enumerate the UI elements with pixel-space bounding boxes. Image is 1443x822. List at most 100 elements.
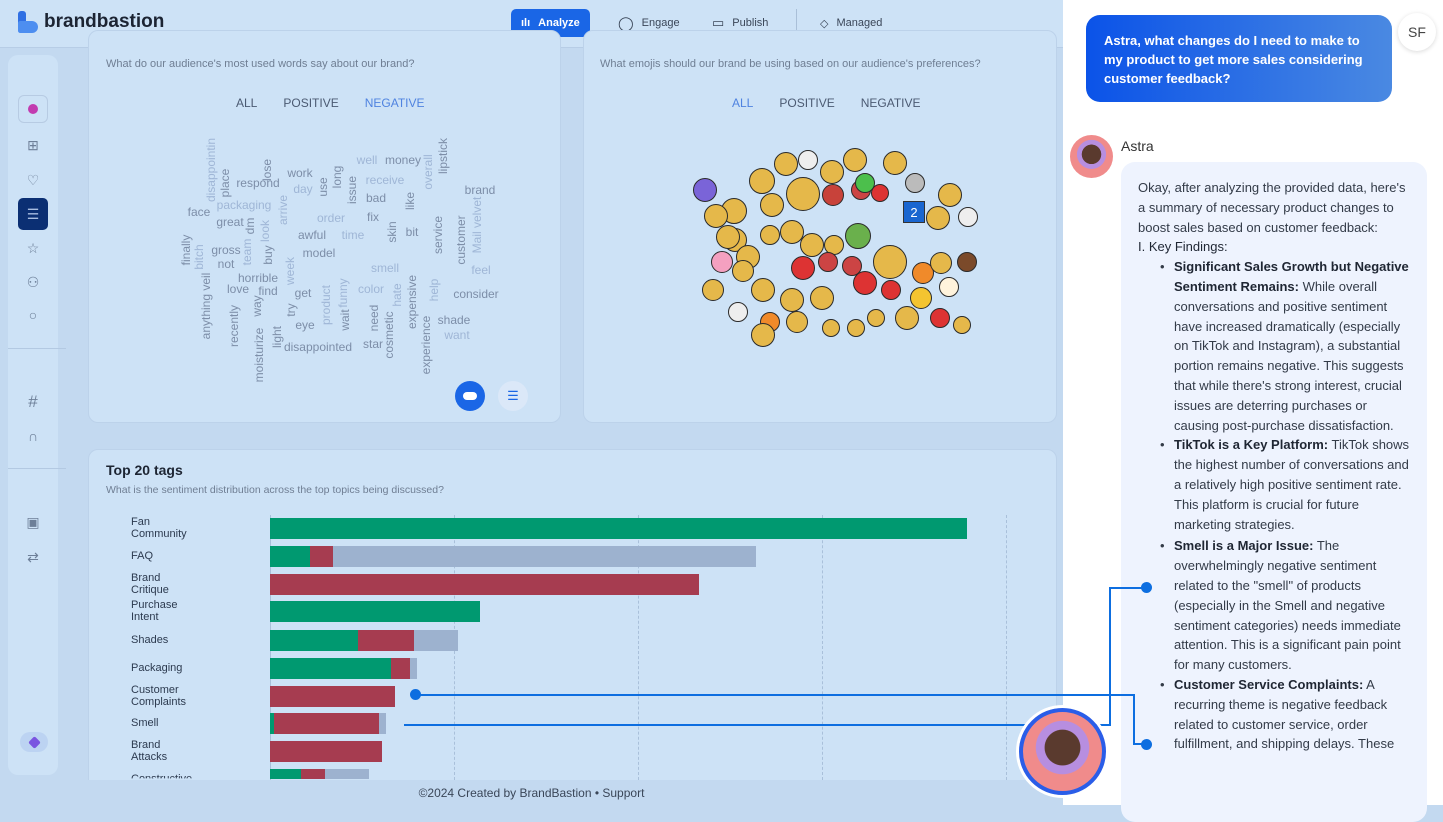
brand-logo[interactable]: brandbastion bbox=[18, 11, 164, 33]
bar-segment-neutral[interactable] bbox=[413, 630, 458, 651]
word-cloud-word[interactable]: need bbox=[367, 304, 381, 332]
emoji-icon[interactable] bbox=[791, 256, 815, 280]
word-cloud-word[interactable]: find bbox=[258, 284, 278, 298]
word-cloud-word[interactable]: try bbox=[284, 303, 298, 317]
emoji-icon[interactable] bbox=[853, 271, 877, 295]
word-cloud-word[interactable]: bitch bbox=[192, 244, 206, 270]
word-cloud-word[interactable]: work bbox=[287, 166, 313, 180]
word-cloud-word[interactable]: issue bbox=[345, 175, 359, 205]
bar-segment-positive[interactable] bbox=[270, 601, 480, 622]
grid-icon[interactable]: ⊞ bbox=[27, 136, 39, 153]
emoji-icon[interactable] bbox=[711, 251, 733, 273]
word-cloud-word[interactable]: receive bbox=[365, 173, 405, 187]
word-cloud-word[interactable]: skin bbox=[385, 221, 399, 243]
word-cloud-word[interactable]: team bbox=[240, 238, 254, 266]
bar-segment-positive[interactable] bbox=[270, 546, 311, 567]
word-cloud-word[interactable]: respond bbox=[236, 176, 280, 190]
word-cloud-word[interactable]: way bbox=[250, 295, 264, 317]
word-cloud-word[interactable]: hate bbox=[390, 283, 404, 307]
bar-segment-neutral[interactable] bbox=[325, 769, 370, 779]
word-cloud-word[interactable]: help bbox=[427, 278, 441, 302]
word-cloud-word[interactable]: want bbox=[444, 328, 470, 342]
emoji-icon[interactable] bbox=[905, 173, 925, 193]
bar-segment-negative[interactable] bbox=[270, 686, 396, 707]
tab-positive[interactable]: POSITIVE bbox=[283, 96, 339, 110]
word-cloud-word[interactable]: order bbox=[316, 211, 346, 225]
word-cloud-word[interactable]: star bbox=[362, 337, 384, 351]
bar-segment-negative[interactable] bbox=[301, 769, 326, 779]
repeat-icon[interactable]: ⇄ bbox=[27, 548, 39, 565]
word-cloud-word[interactable]: service bbox=[431, 215, 445, 255]
emoji-icon[interactable] bbox=[820, 160, 844, 184]
tab-positive[interactable]: POSITIVE bbox=[779, 96, 835, 110]
word-cloud-word[interactable]: anything veil bbox=[199, 272, 213, 340]
word-cloud-word[interactable]: not bbox=[217, 257, 235, 271]
bar-segment-negative[interactable] bbox=[310, 546, 333, 567]
word-cloud-word[interactable]: model bbox=[302, 246, 336, 260]
word-cloud-word[interactable]: product bbox=[319, 284, 333, 326]
word-cloud-word[interactable]: day bbox=[293, 182, 313, 196]
emoji-icon[interactable] bbox=[693, 178, 717, 202]
emoji-icon[interactable] bbox=[930, 308, 950, 328]
list-view-button[interactable]: ☰ bbox=[498, 381, 528, 411]
emoji-icon[interactable] bbox=[847, 319, 865, 337]
emoji-icon[interactable] bbox=[732, 260, 754, 282]
emoji-icon[interactable] bbox=[728, 302, 748, 322]
heart-icon[interactable]: ♡ bbox=[26, 171, 40, 188]
comment-icon[interactable]: ○ bbox=[28, 307, 38, 323]
emoji-icon[interactable] bbox=[953, 316, 971, 334]
word-cloud-word[interactable]: love bbox=[226, 282, 250, 296]
emoji-icon[interactable] bbox=[938, 183, 962, 207]
emoji-icon[interactable] bbox=[760, 193, 784, 217]
nav-publish[interactable]: ▭ Publish bbox=[702, 9, 778, 37]
bar-segment-negative[interactable] bbox=[391, 658, 410, 679]
word-cloud-word[interactable]: funny bbox=[336, 278, 350, 308]
emoji-icon[interactable] bbox=[883, 151, 907, 175]
emoji-icon[interactable] bbox=[855, 173, 875, 193]
word-cloud-word[interactable]: buy bbox=[261, 245, 275, 265]
emoji-icon[interactable] bbox=[780, 288, 804, 312]
word-cloud-word[interactable]: gross bbox=[211, 243, 241, 257]
list-icon[interactable]: ☰ bbox=[18, 198, 48, 230]
word-cloud-word[interactable]: horrible bbox=[237, 271, 279, 285]
word-cloud-word[interactable]: overall bbox=[421, 154, 435, 190]
emoji-icon[interactable] bbox=[895, 306, 919, 330]
emoji-icon[interactable] bbox=[760, 225, 780, 245]
brand-dot-icon[interactable] bbox=[18, 95, 48, 123]
hashtag-icon[interactable]: # bbox=[28, 392, 38, 411]
emoji-icon[interactable] bbox=[957, 252, 977, 272]
emoji-icon[interactable] bbox=[867, 309, 885, 327]
word-cloud-word[interactable]: awful bbox=[297, 228, 327, 242]
emoji-icon[interactable] bbox=[822, 319, 840, 337]
bar-segment-neutral[interactable] bbox=[378, 713, 386, 734]
word-cloud-word[interactable]: light bbox=[270, 325, 284, 349]
emoji-icon[interactable] bbox=[881, 280, 901, 300]
nav-engage[interactable]: ◯ Engage bbox=[608, 9, 690, 37]
emoji-icon[interactable] bbox=[912, 262, 934, 284]
bar-segment-positive[interactable] bbox=[270, 630, 359, 651]
bar-segment-neutral[interactable] bbox=[409, 658, 418, 679]
word-cloud-word[interactable]: experience bbox=[419, 315, 433, 375]
word-cloud-word[interactable]: time bbox=[341, 228, 365, 242]
word-cloud-word[interactable]: face bbox=[187, 205, 211, 219]
emoji-icon[interactable] bbox=[822, 184, 844, 206]
emoji-icon[interactable] bbox=[751, 323, 775, 347]
bar-segment-negative[interactable] bbox=[273, 713, 379, 734]
tab-all[interactable]: ALL bbox=[732, 96, 754, 110]
emoji-icon[interactable] bbox=[873, 245, 907, 279]
word-cloud-word[interactable]: cosmetic bbox=[382, 311, 396, 359]
tab-all[interactable]: ALL bbox=[236, 96, 258, 110]
emoji-icon[interactable] bbox=[704, 204, 728, 228]
tab-negative[interactable]: NEGATIVE bbox=[860, 96, 921, 110]
emoji-icon[interactable] bbox=[800, 233, 824, 257]
word-cloud-word[interactable]: great bbox=[216, 215, 244, 229]
word-cloud-word[interactable]: bit bbox=[405, 225, 419, 239]
word-cloud-word[interactable]: disappointin bbox=[204, 137, 218, 203]
word-cloud-word[interactable]: arrive bbox=[276, 194, 290, 226]
bar-segment-positive[interactable] bbox=[270, 769, 302, 779]
word-cloud-word[interactable]: color bbox=[357, 282, 385, 296]
word-cloud-word[interactable]: lipstick bbox=[436, 137, 450, 175]
emoji-icon[interactable] bbox=[871, 184, 889, 202]
word-cloud-word[interactable]: eye bbox=[295, 318, 315, 332]
word-cloud-word[interactable]: feel bbox=[471, 263, 491, 277]
